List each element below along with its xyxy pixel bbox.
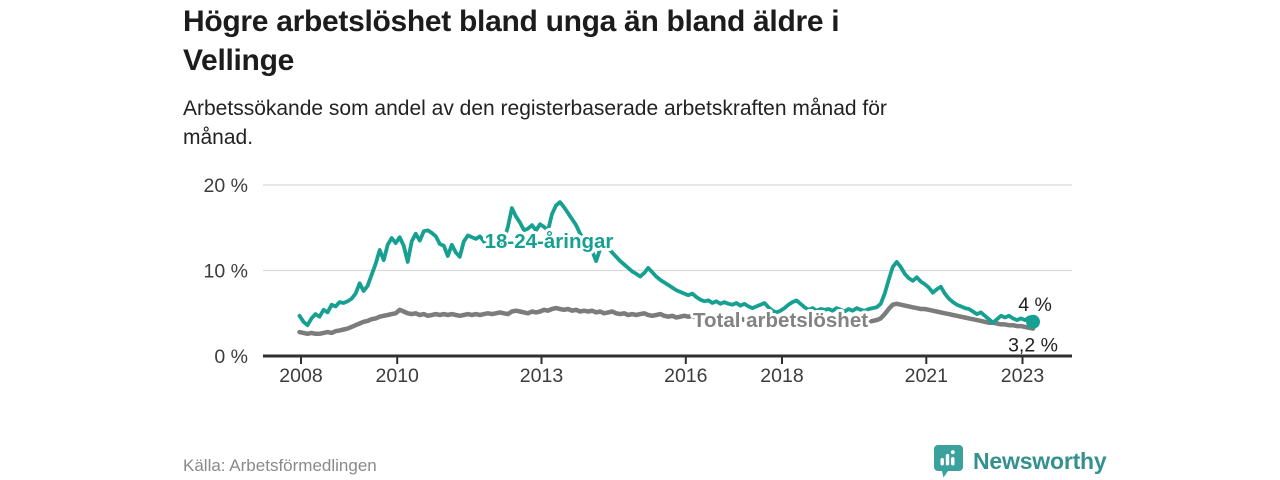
x-tick-label-2016: 2016 <box>664 365 707 387</box>
newsworthy-pin-barchart-icon <box>934 445 963 478</box>
y-axis-label-20: 20 % <box>204 175 248 197</box>
x-tick-label-2023: 2023 <box>1001 365 1044 387</box>
newsworthy-wordmark: Newsworthy <box>973 447 1107 474</box>
series-label-youth: 18-24-åringar <box>485 230 614 253</box>
subtitle-line-2: månad. <box>183 126 254 149</box>
chart-footer: Källa: Arbetsförmedlingen Newsworthy <box>0 440 1280 480</box>
series-line-youth <box>297 200 1035 328</box>
subtitle-line-1: Arbetssökande som andel av den registerb… <box>183 97 887 120</box>
x-tick-label-2021: 2021 <box>905 365 948 387</box>
x-tick-label-2013: 2013 <box>520 365 563 387</box>
page-title: Högre arbetslöshet bland unga än bland ä… <box>183 2 1103 80</box>
series-label-total: Total arbetslöshet <box>693 309 868 332</box>
title-line-1: Högre arbetslöshet bland unga än bland ä… <box>183 5 840 38</box>
x-tick-label-2010: 2010 <box>376 365 420 387</box>
x-tick-label-2018: 2018 <box>760 365 803 387</box>
y-axis-label-10: 10 % <box>204 261 248 283</box>
chart-header: Högre arbetslöshet bland unga än bland ä… <box>183 2 1103 152</box>
chart-subtitle: Arbetssökande som andel av den registerb… <box>183 94 1103 152</box>
newsworthy-logo: Newsworthy <box>933 444 1107 478</box>
end-value-label-total: 3,2 % <box>1008 335 1058 357</box>
end-value-label-youth: 4 % <box>1018 294 1052 316</box>
y-axis-label-0: 0 % <box>214 346 248 368</box>
source-attribution: Källa: Arbetsförmedlingen <box>183 456 377 475</box>
x-tick-label-2008: 2008 <box>279 365 322 387</box>
title-line-2: Vellinge <box>183 44 294 77</box>
series-line-total <box>297 301 1036 337</box>
series-end-dot-youth <box>1026 314 1041 329</box>
